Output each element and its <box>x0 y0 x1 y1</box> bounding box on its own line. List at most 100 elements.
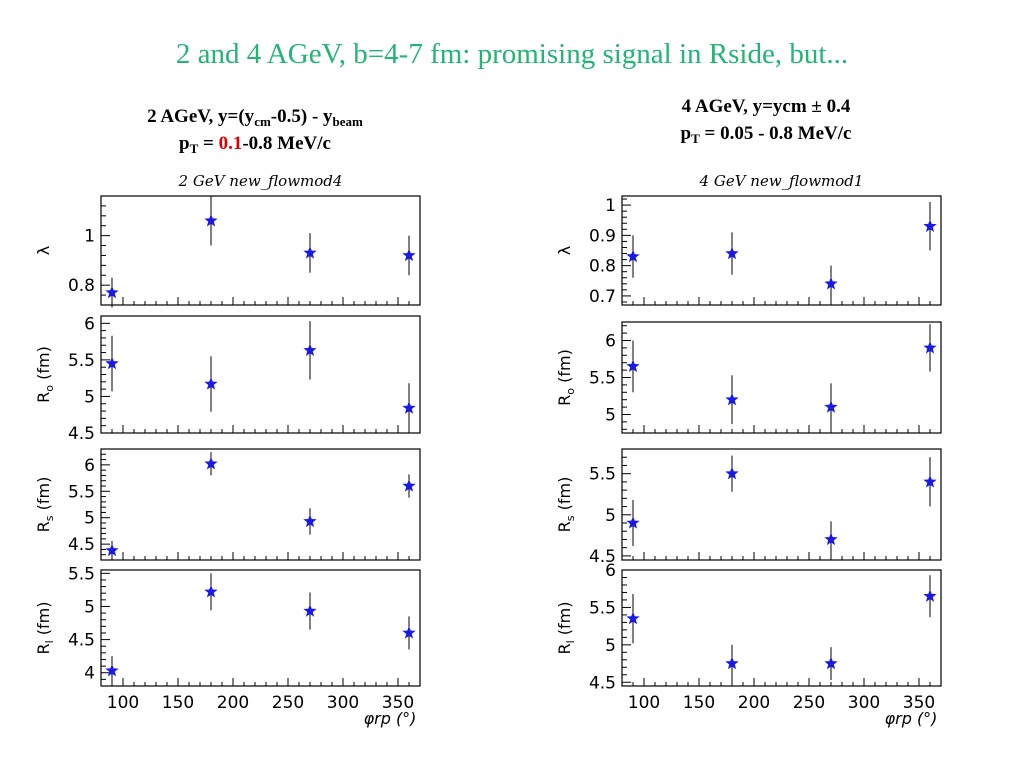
chart1-panel0-ytick-label: 0.9 <box>589 226 616 246</box>
chart0-xtick-label: 200 <box>217 693 249 713</box>
chart0-panel3-point <box>303 604 317 617</box>
highlighted-value: 0.1 <box>218 133 243 154</box>
chart0-xtick-label: 350 <box>382 693 414 713</box>
chart0-xtick-label: 100 <box>107 693 139 713</box>
chart0-panel1-ytick-label: 6 <box>84 314 95 334</box>
chart0-title: 2 GeV new_flowmod4 <box>178 172 343 190</box>
left-heading-line-2: pT = 0.1-0.8 MeV/c <box>179 133 331 156</box>
chart0-panel3-ytick-label: 4 <box>84 664 95 684</box>
chart1-panel2-ylabel: Rs (fm) <box>555 477 577 533</box>
chart0-panel3-ytick-label: 4.5 <box>68 631 95 651</box>
chart0-panel2-point <box>105 543 119 557</box>
chart0-panel2-ylabel: Rs (fm) <box>34 477 56 533</box>
chart1-panel0-point <box>725 246 739 260</box>
chart0-panel3-frame <box>100 569 421 687</box>
chart0-panel2-ytick-label: 5 <box>84 509 95 529</box>
chart0-panel0-point <box>204 213 218 227</box>
chart1-panel3-ylabel: Rl (fm) <box>555 602 577 655</box>
chart0-panel3-ytick-label: 5.5 <box>68 564 95 584</box>
chart0-xtick-label: 300 <box>327 693 359 713</box>
chart1-panel1-ytick-label: 6 <box>605 332 616 352</box>
chart1-panel3-frame <box>621 569 942 687</box>
chart1-panel1-ytick-label: 5 <box>605 406 616 426</box>
chart0-panel1-frame <box>100 315 421 434</box>
chart0-panel3-point <box>402 625 416 639</box>
chart0-panel0-point <box>105 285 119 299</box>
chart1-panel2-ytick-label: 4.5 <box>589 547 616 567</box>
chart0-panel0-frame <box>100 195 421 306</box>
chart1-panel3-ytick-label: 6 <box>605 561 616 581</box>
chart0-xtick-label: 150 <box>162 693 194 713</box>
chart0-xlabel: φrp (°) <box>364 709 417 728</box>
chart1-panel0-point <box>824 276 838 290</box>
chart1-panel1-point <box>923 340 937 354</box>
chart0-panel0-ytick-label: 0.8 <box>68 276 95 296</box>
chart0-panel3-ylabel: Rl (fm) <box>34 602 56 655</box>
chart1-panel3-ytick-label: 5 <box>605 636 616 656</box>
chart0-panel1-ylabel: Ro (fm) <box>34 346 56 403</box>
chart0-panel1-point <box>303 343 317 357</box>
chart1-panel1-frame <box>621 321 942 434</box>
chart1-panel0-ylabel: λ <box>555 246 574 255</box>
left-heading-line-1: 2 AGeV, y=(ycm-0.5) - ybeam <box>147 106 363 129</box>
chart1-panel2-point <box>725 466 739 480</box>
chart1-panel0-frame <box>621 195 942 306</box>
chart1-panel0-ytick-label: 0.7 <box>589 287 616 307</box>
chart1-panel2-point <box>923 474 937 488</box>
chart0-panel3-ytick-label: 5 <box>84 597 95 617</box>
chart0-panel2-frame <box>100 448 421 561</box>
chart1-panel2-point <box>626 516 640 529</box>
chart1-xtick-label: 100 <box>628 693 660 713</box>
chart1-xtick-label: 250 <box>793 693 825 713</box>
chart0-panel1-point <box>204 377 218 390</box>
chart0-panel2-point <box>402 479 416 492</box>
chart1-xtick-label: 350 <box>903 693 935 713</box>
chart1-panel2-ytick-label: 5 <box>605 506 616 526</box>
chart0-panel3-point <box>204 584 218 598</box>
chart1-panel3-point <box>923 589 937 602</box>
chart0-panel0-ytick-label: 1 <box>84 227 95 247</box>
chart1-xtick-label: 300 <box>848 693 880 713</box>
right-chart-heading: 4 AGeV, y=ycm ± 0.4 pT = 0.05 - 0.8 MeV/… <box>606 93 926 147</box>
chart0-panel1-point <box>402 401 416 414</box>
chart1-panel1-ytick-label: 5.5 <box>589 369 616 389</box>
chart0-panel1-point <box>105 356 119 370</box>
chart0-panel2-ytick-label: 5.5 <box>68 482 95 502</box>
chart0-panel1-ytick-label: 4.5 <box>68 424 95 444</box>
right-heading-line-2: pT = 0.05 - 0.8 MeV/c <box>680 123 852 146</box>
chart1-panel3-ytick-label: 4.5 <box>589 673 616 693</box>
chart1-xtick-label: 150 <box>683 693 715 713</box>
chart1-panel3-ytick-label: 5.5 <box>589 598 616 618</box>
chart1-panel2-ytick-label: 5.5 <box>589 465 616 485</box>
chart0-panel1-ytick-label: 5.5 <box>68 351 95 371</box>
chart1-panel0-ytick-label: 1 <box>605 196 616 216</box>
chart1-panel3-point <box>725 656 739 670</box>
chart0-panel3-point <box>105 663 119 677</box>
chart0-panel2-point <box>204 456 218 470</box>
chart1-panel3-point <box>824 656 838 670</box>
chart1-panel0-point <box>923 219 937 232</box>
chart0-panel0-point <box>303 245 317 259</box>
chart1-panel0-point <box>626 249 640 263</box>
chart1-panel1-ylabel: Ro (fm) <box>555 349 577 406</box>
chart1-panel1-point <box>725 392 739 406</box>
chart0-panel2-ytick-label: 4.5 <box>68 535 95 555</box>
chart1-panel2-frame <box>621 448 942 561</box>
chart1-panel3-point <box>626 611 640 625</box>
chart1-panel1-point <box>824 400 838 413</box>
chart1-xtick-label: 200 <box>738 693 770 713</box>
slide-title: 2 and 4 AGeV, b=4-7 fm: promising signal… <box>175 38 849 70</box>
chart1-xlabel: φrp (°) <box>885 709 938 728</box>
chart1-panel2-point <box>824 532 838 546</box>
chart1-panel1-point <box>626 359 640 373</box>
chart0-xtick-label: 250 <box>272 693 304 713</box>
chart0-panel0-point <box>402 248 416 262</box>
chart0-panel1-ytick-label: 5 <box>84 387 95 407</box>
chart0-panel0-ylabel: λ <box>34 246 53 255</box>
chart1-title: 4 GeV new_flowmod1 <box>699 172 864 190</box>
chart0-panel2-point <box>303 514 317 528</box>
chart1-panel0-ytick-label: 0.8 <box>589 257 616 277</box>
chart0-panel2-ytick-label: 6 <box>84 456 95 476</box>
left-chart-heading: 2 AGeV, y=(ycm-0.5) - ybeam pT = 0.1-0.8… <box>96 103 414 157</box>
